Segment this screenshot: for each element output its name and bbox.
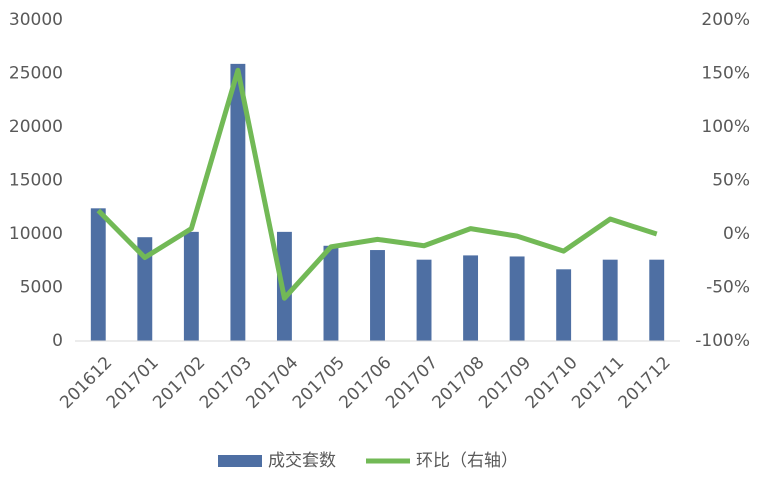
legend-label: 环比（右轴） [416,451,518,471]
y2-tick-label: -100% [695,331,750,351]
y-tick-label: 15000 [9,171,63,191]
y2-tick-label: 100% [701,117,750,137]
bar [649,259,665,341]
bar [416,259,432,341]
y-tick-label: 25000 [9,64,63,84]
bar [463,255,479,341]
y2-tick-label: 50% [712,171,750,191]
legend-label: 成交套数 [268,451,336,471]
bar [323,245,339,341]
y-tick-label: 30000 [9,10,63,30]
x-tick-label: 201712 [615,353,675,413]
y2-tick-label: 0% [723,224,750,244]
bar [370,250,385,341]
y-tick-label: 5000 [20,278,63,298]
y2-tick-label: 150% [701,64,750,84]
y-tick-label: 20000 [9,117,63,137]
y2-tick-label: -50% [706,278,750,298]
y2-tick-label: 200% [701,10,750,30]
bar [556,269,572,341]
bar [183,231,199,341]
line [96,67,658,301]
bar [602,259,618,341]
bar [509,256,525,341]
legend-swatch [218,455,262,467]
y-tick-label: 0 [52,331,63,351]
y-tick-label: 10000 [9,224,63,244]
bar [90,208,106,341]
bar [230,63,246,342]
bar [137,237,153,341]
